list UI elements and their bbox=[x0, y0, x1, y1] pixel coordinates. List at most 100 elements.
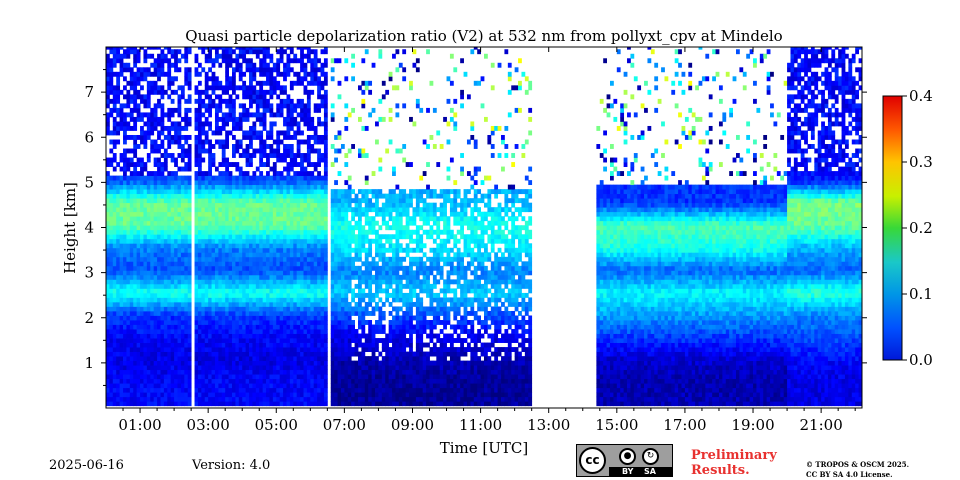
heatmap-cell bbox=[228, 238, 233, 244]
heatmap-cell bbox=[201, 342, 206, 348]
heatmap-cell bbox=[252, 189, 257, 195]
heatmap-cell bbox=[228, 234, 233, 240]
heatmap-cell bbox=[320, 301, 325, 307]
heatmap-cell bbox=[293, 175, 298, 181]
heatmap-cell bbox=[347, 333, 352, 339]
heatmap-cell bbox=[313, 103, 318, 109]
heatmap-cell bbox=[283, 216, 287, 222]
heatmap-cell bbox=[126, 62, 131, 68]
heatmap-cell bbox=[283, 401, 287, 407]
heatmap-cell bbox=[323, 387, 328, 393]
heatmap-cell bbox=[245, 365, 250, 371]
heatmap-cell bbox=[174, 107, 178, 113]
heatmap-cell bbox=[337, 292, 342, 298]
heatmap-cell bbox=[112, 130, 117, 136]
heatmap-cell bbox=[214, 383, 219, 389]
heatmap-cell bbox=[123, 220, 127, 226]
heatmap-cell bbox=[208, 162, 212, 167]
heatmap-cell bbox=[119, 306, 124, 312]
heatmap-cell bbox=[344, 297, 349, 303]
heatmap-cell bbox=[279, 306, 284, 312]
heatmap-cell bbox=[112, 401, 117, 407]
heatmap-cell bbox=[221, 225, 226, 231]
heatmap-cell bbox=[160, 85, 165, 91]
heatmap-cell bbox=[245, 216, 250, 222]
heatmap-cell bbox=[184, 180, 189, 186]
heatmap-cell bbox=[354, 392, 359, 398]
heatmap-cell bbox=[119, 320, 124, 325]
heatmap-cell bbox=[235, 47, 240, 50]
heatmap-cell bbox=[252, 62, 257, 68]
heatmap-cell bbox=[286, 216, 291, 222]
heatmap-cell bbox=[150, 175, 155, 181]
heatmap-cell bbox=[232, 301, 236, 307]
heatmap-cell bbox=[184, 76, 189, 82]
heatmap-cell bbox=[232, 153, 236, 158]
heatmap-cell bbox=[116, 338, 121, 343]
heatmap-cell bbox=[119, 211, 124, 217]
heatmap-cell bbox=[136, 171, 141, 176]
heatmap-cell bbox=[279, 216, 284, 222]
heatmap-cell bbox=[317, 85, 321, 91]
heatmap-cell bbox=[146, 116, 151, 122]
heatmap-cell bbox=[269, 252, 274, 258]
heatmap-cell bbox=[238, 351, 243, 357]
heatmap-cell bbox=[123, 274, 127, 280]
heatmap-cell bbox=[266, 184, 270, 190]
heatmap-cell bbox=[106, 315, 110, 321]
heatmap-cell bbox=[126, 315, 131, 321]
heatmap-cell bbox=[180, 396, 185, 402]
heatmap-cell bbox=[358, 369, 362, 375]
heatmap-cell bbox=[123, 392, 127, 398]
heatmap-cell bbox=[197, 98, 202, 104]
heatmap-cell bbox=[150, 270, 155, 276]
heatmap-cell bbox=[136, 306, 141, 312]
heatmap-cell bbox=[289, 401, 294, 407]
heatmap-cell bbox=[300, 256, 304, 262]
heatmap-cell bbox=[252, 252, 257, 258]
heatmap-cell bbox=[177, 301, 182, 307]
heatmap-cell bbox=[123, 301, 127, 307]
heatmap-cell bbox=[109, 189, 114, 195]
heatmap-cell bbox=[296, 342, 301, 348]
heatmap-cell bbox=[174, 329, 178, 334]
heatmap-cell bbox=[201, 171, 206, 176]
heatmap-cell bbox=[167, 401, 172, 407]
heatmap-cell bbox=[232, 306, 236, 312]
heatmap-cell bbox=[344, 207, 349, 213]
heatmap-cell bbox=[340, 292, 345, 298]
heatmap-cell bbox=[153, 157, 158, 163]
heatmap-cell bbox=[289, 184, 294, 190]
heatmap-cell bbox=[126, 180, 131, 186]
heatmap-cell bbox=[337, 252, 342, 258]
heatmap-cell bbox=[266, 270, 270, 276]
heatmap-cell bbox=[143, 310, 148, 316]
heatmap-cell bbox=[197, 396, 202, 402]
heatmap-cell bbox=[187, 297, 192, 303]
heatmap-cell bbox=[228, 207, 233, 213]
heatmap-cell bbox=[119, 58, 124, 64]
heatmap-cell bbox=[150, 320, 155, 325]
heatmap-cell bbox=[300, 184, 304, 190]
heatmap-cell bbox=[286, 166, 291, 172]
heatmap-cell bbox=[323, 171, 328, 176]
heatmap-cell bbox=[235, 374, 240, 380]
heatmap-cell bbox=[225, 234, 229, 240]
heatmap-cell bbox=[320, 315, 325, 321]
heatmap-cell bbox=[208, 47, 212, 50]
heatmap-cell bbox=[136, 279, 141, 285]
heatmap-cell bbox=[197, 401, 202, 407]
heatmap-cell bbox=[187, 153, 192, 158]
heatmap-cell bbox=[358, 383, 362, 389]
heatmap-cell bbox=[245, 329, 250, 334]
heatmap-cell bbox=[126, 220, 131, 226]
heatmap-cell bbox=[153, 216, 158, 222]
heatmap-cell bbox=[177, 374, 182, 380]
heatmap-cell bbox=[109, 401, 114, 407]
heatmap-cell bbox=[252, 338, 257, 343]
heatmap-cell bbox=[249, 98, 253, 104]
heatmap-cell bbox=[221, 234, 226, 240]
heatmap-cell bbox=[153, 58, 158, 64]
heatmap-cell bbox=[242, 351, 247, 357]
heatmap-cell bbox=[255, 47, 260, 50]
